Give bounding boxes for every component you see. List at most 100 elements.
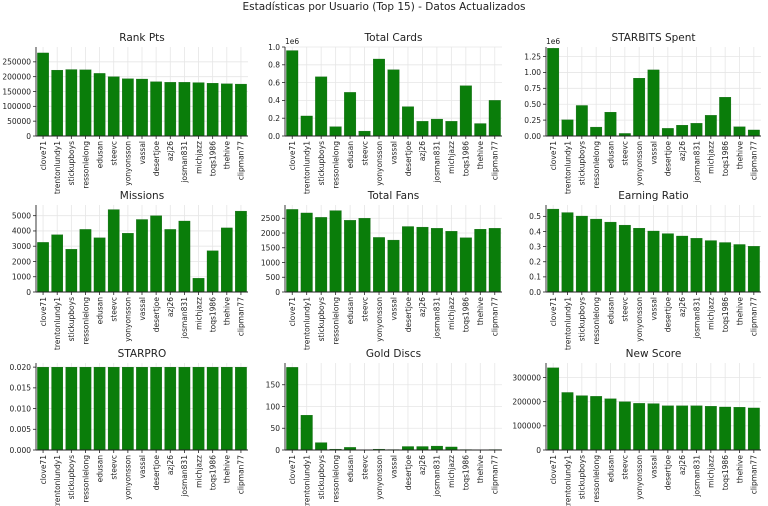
x-tick-label: trentonlundy1 — [563, 455, 572, 506]
bar — [416, 226, 429, 293]
x-tick-label: thehive — [476, 455, 485, 484]
bar — [719, 97, 732, 137]
x-tick-label: toqs1986 — [462, 297, 471, 333]
x-tick-label: yonyonsson — [124, 455, 133, 500]
x-tick-label: ressonlelong — [331, 455, 340, 503]
bar — [300, 115, 313, 137]
y-tick-label: 50 — [270, 424, 280, 433]
bar — [402, 446, 414, 451]
x-tick-label: clove71 — [288, 297, 297, 327]
bar — [65, 69, 78, 137]
x-tick-label: josman831 — [180, 455, 189, 498]
bar — [561, 119, 574, 137]
bar — [286, 50, 299, 137]
bar — [676, 405, 689, 451]
bar — [300, 212, 313, 293]
x-tick-label: thehive — [476, 141, 485, 170]
x-tick-label: edusan — [346, 141, 355, 169]
bar — [704, 115, 717, 137]
bar — [416, 446, 429, 451]
x-tick-label: clipman77 — [237, 297, 246, 336]
bar — [747, 246, 760, 293]
bar — [387, 239, 400, 293]
x-tick-label: michjazz — [447, 297, 456, 330]
x-tick-label: clipman77 — [491, 141, 500, 180]
x-tick-label: trentonlundy1 — [303, 455, 312, 506]
bar — [604, 112, 617, 137]
x-tick-label: edusan — [346, 455, 355, 483]
x-tick-label: josman831 — [433, 297, 442, 340]
bar — [733, 407, 746, 451]
bar — [690, 405, 703, 451]
x-tick-label: edusan — [95, 141, 104, 169]
x-tick-label: stickupboys — [317, 455, 326, 499]
bar — [561, 212, 574, 293]
x-tick-label: ressonlelong — [81, 455, 90, 503]
bar — [676, 125, 689, 137]
bar — [661, 128, 674, 137]
x-tick-label: azj26 — [166, 297, 175, 317]
x-tick-label: vassal — [649, 297, 658, 321]
x-tick-label: trentonlundy1 — [53, 297, 62, 350]
x-tick-label: vassal — [138, 455, 147, 479]
y-tick-label: 5000 — [12, 211, 31, 220]
bar — [51, 69, 64, 137]
x-tick-label: josman831 — [180, 297, 189, 340]
bar — [402, 106, 414, 137]
bar — [178, 366, 191, 451]
x-tick-label: michjazz — [707, 455, 716, 488]
bar — [474, 229, 487, 293]
y-tick-label: 2000 — [12, 257, 31, 266]
x-tick-label: azj26 — [678, 297, 687, 317]
x-tick-label: azj26 — [678, 455, 687, 475]
bar — [107, 76, 120, 137]
y-tick-label: 0.6 — [268, 78, 280, 87]
x-tick-label: ressonlelong — [592, 141, 601, 189]
bar — [647, 403, 660, 451]
x-tick-label: yonyonsson — [375, 455, 384, 500]
x-tick-label: josman831 — [433, 455, 442, 498]
bar — [402, 226, 414, 293]
x-tick-label: clove71 — [288, 455, 297, 485]
y-tick-label: 50000 — [7, 117, 31, 126]
axis-offset-label: 1e6 — [285, 37, 299, 46]
x-tick-label: clove71 — [39, 297, 48, 327]
x-tick-label: toqs1986 — [208, 297, 217, 333]
x-tick-label: edusan — [95, 455, 104, 483]
x-tick-label: stickupboys — [67, 455, 76, 499]
bar — [136, 78, 148, 137]
x-tick-label: josman831 — [433, 141, 442, 184]
bar — [192, 278, 205, 293]
y-tick-label: 1000 — [261, 258, 280, 267]
x-tick-label: toqs1986 — [721, 297, 730, 333]
x-tick-label: vassal — [389, 297, 398, 321]
bar — [445, 231, 458, 293]
bar — [192, 366, 205, 451]
x-tick-label: clipman77 — [750, 455, 759, 494]
bar — [150, 81, 162, 137]
bar — [676, 235, 689, 293]
x-tick-label: edusan — [346, 297, 355, 325]
bar — [192, 82, 205, 137]
bar — [373, 58, 385, 137]
bar — [206, 250, 219, 293]
bar — [459, 237, 472, 293]
x-tick-label: clipman77 — [237, 141, 246, 180]
bar — [430, 228, 443, 293]
bar — [690, 123, 703, 137]
bar — [164, 82, 177, 137]
bar — [344, 220, 357, 293]
x-tick-label: steevc — [360, 455, 369, 480]
chart-title: STARPRO — [118, 348, 167, 360]
bar — [93, 237, 106, 293]
y-tick-label: 0 — [275, 288, 280, 297]
bar — [690, 238, 703, 293]
bar — [488, 228, 501, 293]
chart-panel: Total Cards 1e6 0.0 0.2 0.4 0.6 0.8 1.0 clove71 t… — [268, 32, 502, 194]
axis-offset-label: 1e6 — [546, 37, 560, 46]
bar — [358, 130, 371, 137]
chart-panel: STARPRO 0.000 0.005 0.010 0.015 0.020 clove71 t… — [10, 348, 248, 506]
x-tick-label: steevc — [621, 297, 630, 322]
y-tick-label: 3000 — [12, 242, 31, 251]
